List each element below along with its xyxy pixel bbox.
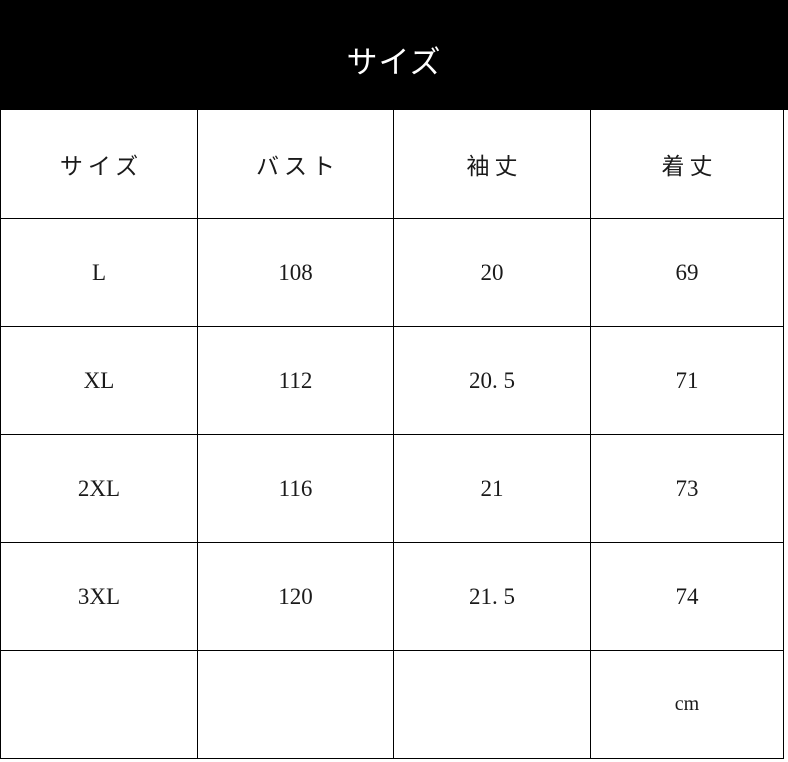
cell-length: 71 [590,326,784,435]
cell-length: 73 [590,434,784,543]
cell-unit-size [0,650,198,759]
column-header-size: サイズ [0,110,198,219]
cell-bust: 120 [197,542,394,651]
cell-size: 3XL [0,542,198,651]
table-row: 2XL 116 21 73 [0,434,784,543]
cell-unit-sleeve [393,650,591,759]
cell-length: 74 [590,542,784,651]
size-table-container: サイズ バスト 袖丈 着丈 L 108 20 69 XL 112 20. 5 7… [0,110,784,759]
cell-length: 69 [590,218,784,327]
cell-sleeve: 20 [393,218,591,327]
cell-bust: 112 [197,326,394,435]
table-unit-row: cm [0,650,784,759]
table-header-row: サイズ バスト 袖丈 着丈 [0,110,784,219]
title-banner: サイズ [0,0,788,110]
cell-sleeve: 20. 5 [393,326,591,435]
size-table: サイズ バスト 袖丈 着丈 L 108 20 69 XL 112 20. 5 7… [0,110,784,759]
column-header-length: 着丈 [590,110,784,219]
page-title: サイズ [346,44,442,80]
cell-bust: 108 [197,218,394,327]
cell-bust: 116 [197,434,394,543]
cell-size: XL [0,326,198,435]
table-row: 3XL 120 21. 5 74 [0,542,784,651]
cell-size: L [0,218,198,327]
column-header-sleeve: 袖丈 [393,110,591,219]
cell-size: 2XL [0,434,198,543]
table-row: XL 112 20. 5 71 [0,326,784,435]
column-header-bust: バスト [197,110,394,219]
cell-sleeve: 21. 5 [393,542,591,651]
cell-unit-bust [197,650,394,759]
cell-sleeve: 21 [393,434,591,543]
table-row: L 108 20 69 [0,218,784,327]
cell-unit-label: cm [590,650,784,759]
